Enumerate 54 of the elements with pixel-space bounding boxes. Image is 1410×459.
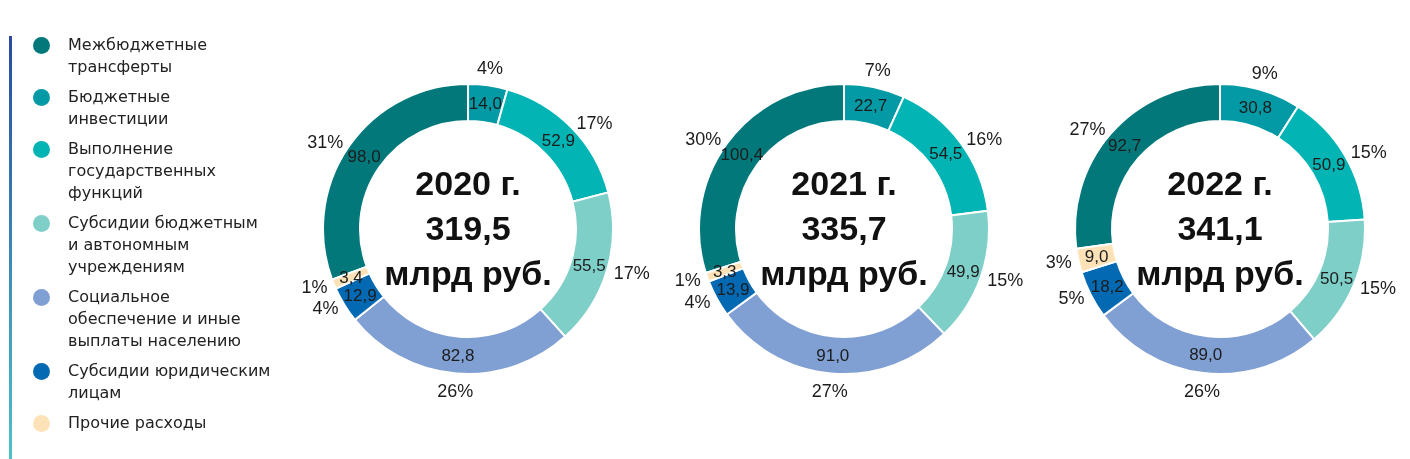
data-label: 98,0 xyxy=(347,147,381,167)
text: 9% xyxy=(1251,62,1278,83)
data-label: 52,9 xyxy=(541,130,575,150)
text: 27% xyxy=(1069,119,1106,140)
text: 17% xyxy=(613,262,650,283)
text: 1% xyxy=(674,269,701,290)
legend-label: Субсидии бюджетным и автономным учреждениям xyxy=(68,212,259,278)
text: 2020 г. xyxy=(415,164,521,202)
text: 15% xyxy=(987,269,1024,290)
data-label: 14,0 xyxy=(468,94,502,114)
text: 2021 г. xyxy=(791,164,897,202)
data-label: 30,8 xyxy=(1238,98,1272,118)
legend-label: Межбюджетные трансферты xyxy=(68,34,208,78)
text: 319,5 млрд руб. xyxy=(383,208,553,292)
data-label: 12,9 xyxy=(343,285,377,305)
data-label: 82,8 xyxy=(441,345,475,365)
text: 17% xyxy=(576,112,613,133)
text: 26% xyxy=(1183,380,1220,401)
text: 4% xyxy=(476,57,503,78)
data-label: 49,9 xyxy=(946,261,980,281)
text: 3% xyxy=(1045,252,1072,273)
legend-label: Социальное обеспечение и иные выплаты населению xyxy=(68,286,242,352)
text: 1% xyxy=(301,276,328,297)
legend-label: Выполнение государственных функций xyxy=(68,138,217,204)
text: 15% xyxy=(1360,278,1397,299)
text: 27% xyxy=(811,381,848,402)
data-label: 3,3 xyxy=(712,261,737,281)
data-label: 54,5 xyxy=(929,144,963,164)
data-label: 9,0 xyxy=(1084,247,1109,267)
data-label: 91,0 xyxy=(816,345,850,365)
legend-label: Бюджетные инвестиции xyxy=(68,86,172,130)
text: 341,1 млрд руб. xyxy=(1135,208,1305,292)
text: 335,7 млрд руб. xyxy=(759,208,929,292)
text: 26% xyxy=(437,381,474,402)
text: 7% xyxy=(864,59,891,80)
text: 15% xyxy=(1350,141,1387,162)
text: 30% xyxy=(685,129,722,150)
data-label: 89,0 xyxy=(1189,345,1223,365)
data-label: 22,7 xyxy=(854,95,888,115)
text: 4% xyxy=(684,291,711,312)
text: 5% xyxy=(1058,287,1085,308)
data-label: 50,9 xyxy=(1312,155,1346,175)
legend-label: Субсидии юридическим лицам xyxy=(68,360,272,404)
data-label: 55,5 xyxy=(572,255,606,275)
text: 2022 г. xyxy=(1167,164,1273,202)
data-label: 13,9 xyxy=(716,280,750,300)
data-label: 18,2 xyxy=(1090,276,1124,296)
text: 4% xyxy=(312,298,339,319)
data-label: 100,4 xyxy=(720,144,764,164)
text: 16% xyxy=(966,128,1003,149)
text: 31% xyxy=(307,132,344,153)
legend-label: Прочие расходы xyxy=(68,412,208,434)
data-label: 92,7 xyxy=(1108,136,1142,156)
data-label: 50,5 xyxy=(1320,268,1354,288)
